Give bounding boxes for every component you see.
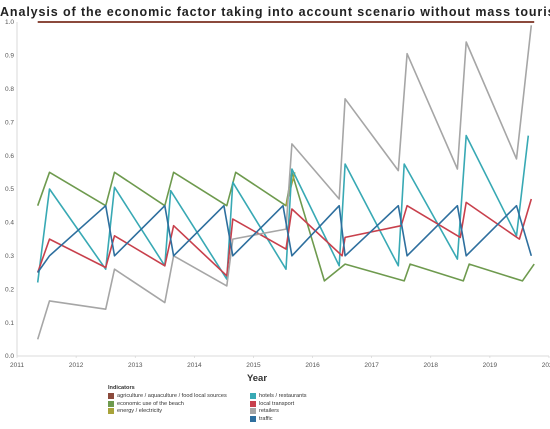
legend-label: economic use of the beach <box>117 400 184 407</box>
series-layer <box>36 21 535 340</box>
y-tick-label: 0.5 <box>5 186 14 193</box>
y-tick-label: 0.1 <box>5 320 14 327</box>
y-tick-label: 0.0 <box>5 353 14 360</box>
y-tick-label: 0.8 <box>5 86 14 93</box>
legend-label: agriculture / aquaculture / food local s… <box>117 393 227 399</box>
y-tick-label: 0.6 <box>5 153 14 160</box>
legend-item: retailers <box>250 408 279 414</box>
y-tick-label: 0.9 <box>5 53 14 60</box>
legend-swatch <box>250 415 256 422</box>
axes: 0.0 0.1 0.2 0.3 0.4 0.5 0.6 0.7 0.8 0.9 1.0 2011 201… <box>5 19 550 369</box>
legend-label: hotels / restaurants <box>259 393 307 399</box>
x-tick-label: 2011 <box>10 362 24 369</box>
legend-item: traffic <box>250 415 273 422</box>
legend-item: energy / electricity <box>108 408 162 414</box>
legend-title: Indicators <box>108 385 135 391</box>
chart-title: Analysis of the economic factor taking i… <box>0 5 550 19</box>
x-axis-title: Year <box>247 373 267 384</box>
x-tick-label: 2020 <box>542 362 550 369</box>
series-line-4 <box>36 134 530 283</box>
legend-label: energy / electricity <box>117 408 163 414</box>
y-tick-label: 1.0 <box>5 19 14 26</box>
legend-item: hotels / restaurants <box>250 393 307 399</box>
series-line-6 <box>36 25 533 340</box>
x-tick-label: 2015 <box>246 362 261 369</box>
legend-swatch <box>250 408 256 414</box>
series-line-7 <box>37 204 533 273</box>
legend-label: retailers <box>259 408 279 414</box>
x-tick-label: 2019 <box>483 362 498 369</box>
x-tick-label: 2012 <box>69 362 84 369</box>
legend: Indicators agriculture / aquaculture / f… <box>108 385 528 429</box>
legend-swatch <box>250 400 256 407</box>
legend-label: local transport <box>259 400 295 407</box>
x-tick-label: 2014 <box>187 362 202 369</box>
x-tick-label: 2013 <box>128 362 143 369</box>
y-tick-label: 0.4 <box>5 220 14 227</box>
x-tick-label: 2017 <box>364 362 379 369</box>
legend-item: local transport <box>250 400 295 407</box>
x-tick-label: 2016 <box>305 362 320 369</box>
legend-swatch <box>108 393 114 399</box>
legend-swatch <box>108 400 114 407</box>
legend-swatch <box>250 393 256 399</box>
y-tick-label: 0.2 <box>5 286 14 293</box>
y-tick-label: 0.3 <box>5 253 14 260</box>
legend-item: agriculture / aquaculture / food local s… <box>108 393 227 399</box>
x-tick-label: 2018 <box>424 362 439 369</box>
legend-swatch <box>108 408 114 414</box>
y-tick-label: 0.7 <box>5 119 14 126</box>
legend-label: traffic <box>259 415 273 422</box>
legend-item: economic use of the beach <box>108 400 184 407</box>
